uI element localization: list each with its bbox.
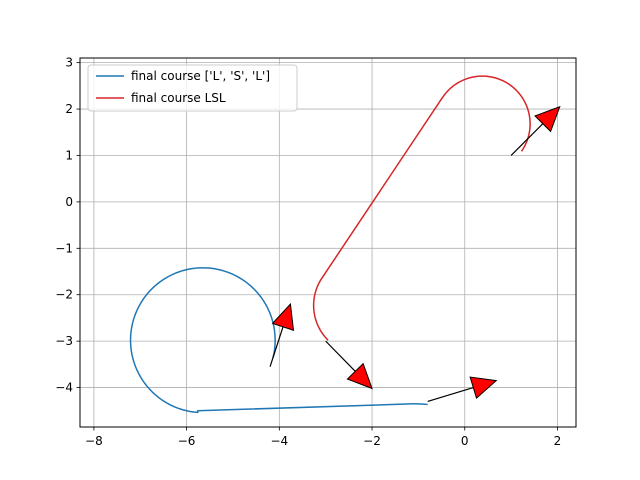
x-tick-label-3: −2 bbox=[363, 434, 381, 448]
y-tick-label-3: −1 bbox=[55, 241, 73, 255]
series-line-1 bbox=[312, 75, 531, 341]
arrow-1 bbox=[325, 340, 373, 390]
legend: final course ['L', 'S', 'L'] final cours… bbox=[87, 64, 298, 112]
x-tick-label-2: −4 bbox=[270, 434, 288, 448]
arrow-0 bbox=[269, 302, 295, 367]
plot-lines bbox=[129, 75, 531, 414]
y-tick-label-6: 2 bbox=[65, 102, 73, 116]
y-tick-label-0: −4 bbox=[55, 381, 73, 395]
x-axis: −8 −6 −4 −2 0 2 bbox=[85, 427, 561, 448]
y-axis: −4 −3 −2 −1 0 1 2 3 bbox=[55, 56, 80, 395]
x-tick-label-0: −8 bbox=[85, 434, 103, 448]
grid bbox=[80, 58, 576, 427]
y-tick-label-5: 1 bbox=[65, 148, 73, 162]
x-tick-label-1: −6 bbox=[178, 434, 196, 448]
y-tick-label-4: 0 bbox=[65, 195, 73, 209]
y-tick-label-7: 3 bbox=[65, 56, 73, 70]
x-tick-label-4: 0 bbox=[461, 434, 469, 448]
axes-frame bbox=[79, 57, 577, 428]
y-tick-label-1: −3 bbox=[55, 334, 73, 348]
y-tick-label-2: −2 bbox=[55, 288, 73, 302]
arrows bbox=[269, 105, 561, 403]
legend-label-series-1: final course LSL bbox=[131, 91, 226, 105]
arrow-3 bbox=[510, 105, 561, 156]
x-tick-label-5: 2 bbox=[554, 434, 562, 448]
arrow-2 bbox=[427, 376, 498, 403]
legend-label-series-0: final course ['L', 'S', 'L'] bbox=[131, 69, 270, 83]
legend-box bbox=[87, 64, 298, 112]
series-line-0 bbox=[129, 267, 429, 414]
